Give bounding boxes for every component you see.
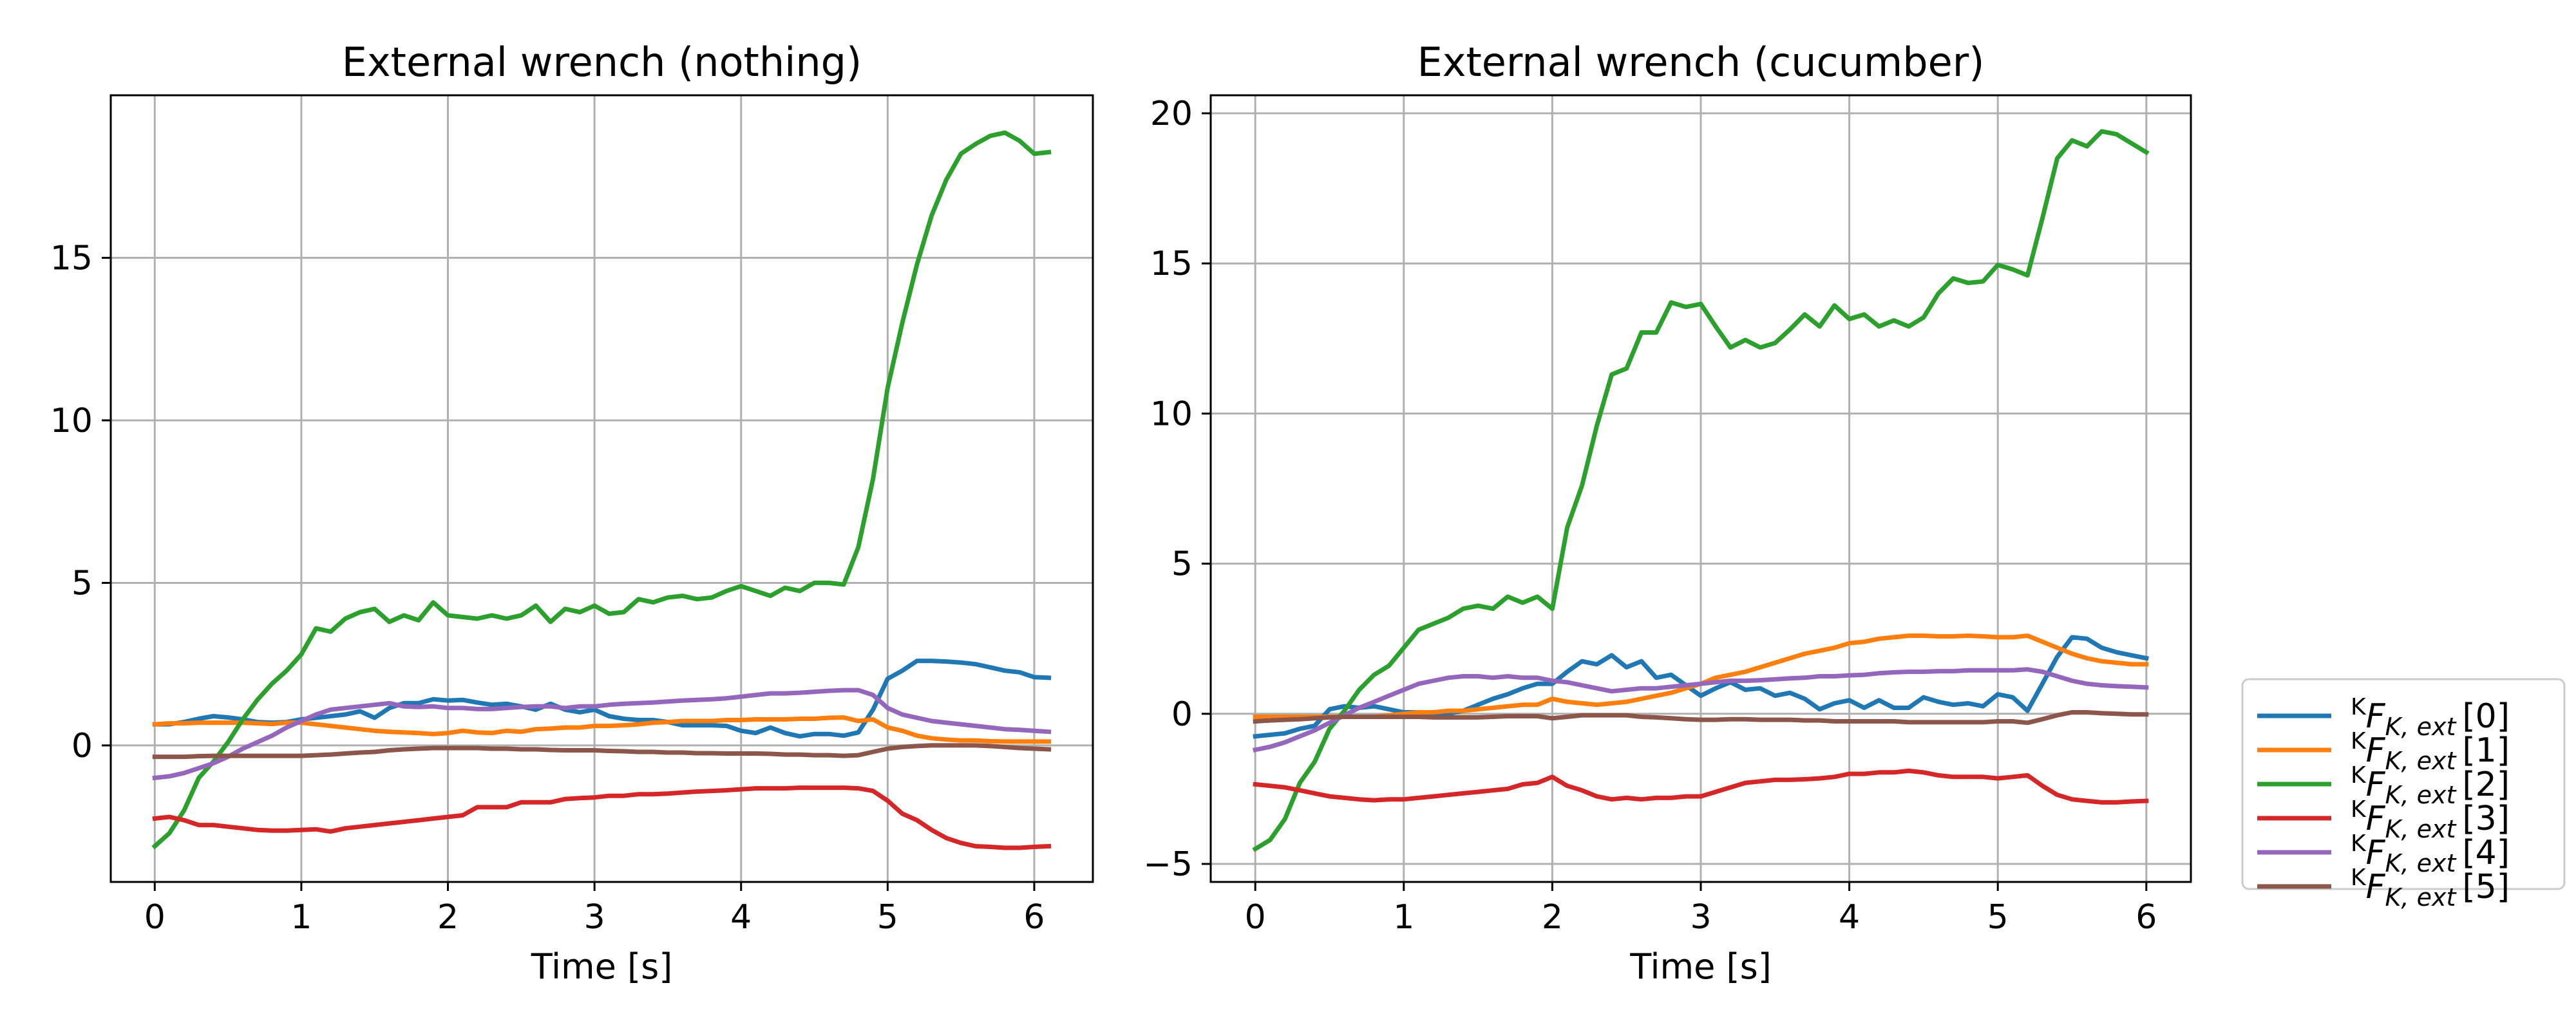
series-line-5 xyxy=(152,743,1052,760)
y-tick-label: 10 xyxy=(50,402,93,440)
series-line-4 xyxy=(152,688,1052,781)
x-tick-label: 4 xyxy=(730,898,752,937)
y-tick-label: 15 xyxy=(50,239,93,277)
series-line-3 xyxy=(152,785,1052,850)
series-group-nothing xyxy=(151,130,1052,850)
legend-label-2: KFK, ext [2] xyxy=(2351,762,2510,809)
legend-frame xyxy=(2241,678,2566,890)
legend: KFK, ext [0] KFK, ext [1] KFK, ext [2] KFK,… xyxy=(2241,678,2566,912)
y-tick-label: 5 xyxy=(71,564,93,603)
y-tick-label: −5 xyxy=(1143,845,1193,884)
legend-entry-3: KFK, ext [3] xyxy=(2257,796,2510,843)
x-tick-label: 3 xyxy=(1690,898,1711,937)
x-tick-label: 4 xyxy=(1839,898,1860,937)
x-axis-label-cucumber: Time [s] xyxy=(1629,946,1772,987)
y-tick-label: 15 xyxy=(1150,245,1193,283)
x-tick-label: 2 xyxy=(1542,898,1563,937)
x-tick-label: 2 xyxy=(437,898,459,937)
grid-cucumber xyxy=(1211,95,2191,882)
series-line-1 xyxy=(152,715,1052,744)
legend-label-3: KFK, ext [3] xyxy=(2351,796,2510,843)
chart-title-nothing: External wrench (nothing) xyxy=(342,39,862,86)
plot-frame-nothing xyxy=(109,94,1094,883)
legend-label-1: KFK, ext [1] xyxy=(2351,728,2510,775)
x-tick-label: 1 xyxy=(1393,898,1414,937)
chart-cucumber: 0 1 2 3 4 5 6 −5 0 5 10 15 20 External wrench (cucumb… xyxy=(1143,39,2192,987)
y-tick-label: 10 xyxy=(1150,395,1193,433)
chart-title-cucumber: External wrench (cucumber) xyxy=(1417,39,1985,86)
y-tick-label: 5 xyxy=(1171,545,1193,584)
y-tick-label: 0 xyxy=(1171,695,1193,734)
x-tick-label: 6 xyxy=(1023,898,1045,937)
x-tick-label: 3 xyxy=(584,898,605,937)
x-tick-label: 5 xyxy=(877,898,898,937)
series-line-4 xyxy=(1253,667,2149,753)
series-line-3 xyxy=(1253,768,2149,805)
x-tick-label: 6 xyxy=(2136,898,2157,937)
series-group-cucumber xyxy=(1252,129,2150,852)
x-tick-label: 1 xyxy=(290,898,312,937)
x-axis-label-nothing: Time [s] xyxy=(531,946,673,987)
series-line-2 xyxy=(1252,129,2150,852)
y-tick-label: 20 xyxy=(1150,95,1193,133)
y-tick-label: 0 xyxy=(71,727,93,765)
legend-entry-4: KFK, ext [4] xyxy=(2257,830,2510,877)
legend-entry-0: KFK, ext [0] xyxy=(2257,694,2510,741)
x-tick-label: 0 xyxy=(144,898,166,937)
chart-nothing: 0 1 2 3 4 5 6 0 5 10 15 External wrench (nothing) Ti… xyxy=(50,39,1094,987)
legend-label-0: KFK, ext [0] xyxy=(2351,694,2510,741)
legend-label-4: KFK, ext [4] xyxy=(2351,830,2510,877)
legend-entry-2: KFK, ext [2] xyxy=(2257,762,2510,809)
series-line-2 xyxy=(151,130,1052,850)
legend-entry-1: KFK, ext [1] xyxy=(2257,728,2510,775)
x-tick-label: 5 xyxy=(1987,898,2009,937)
legend-label-5: KFK, ext [5] xyxy=(2351,865,2510,912)
series-line-5 xyxy=(1253,710,2149,726)
legend-entry-5: KFK, ext [5] xyxy=(2257,865,2510,912)
x-tick-label: 0 xyxy=(1245,898,1266,937)
grid-nothing xyxy=(111,95,1093,882)
